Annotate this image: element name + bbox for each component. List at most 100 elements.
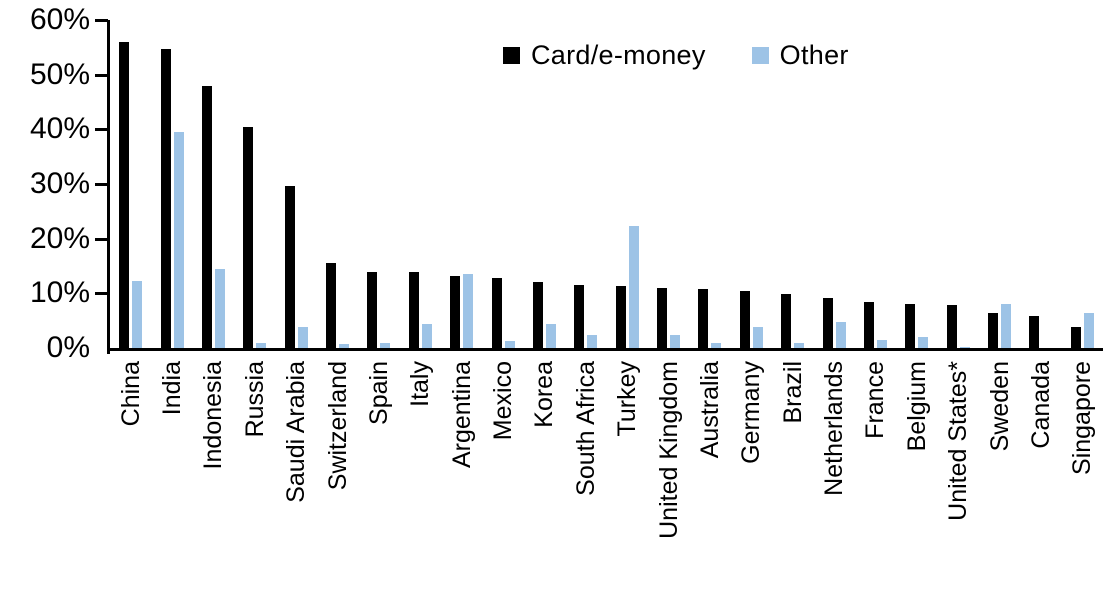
bar-group <box>524 20 565 348</box>
bar-group <box>689 20 730 348</box>
legend-item-card: Card/e-money <box>503 40 706 70</box>
card-bar <box>739 290 750 348</box>
y-tick-label: 0% <box>46 331 90 364</box>
y-tick-label: 20% <box>29 221 90 255</box>
x-category-label: Canada <box>1026 361 1055 449</box>
bar-group <box>193 20 234 348</box>
other-bar <box>587 334 598 348</box>
x-category-label: Germany <box>737 361 766 464</box>
card-bar <box>698 289 709 348</box>
card-bar <box>863 301 874 348</box>
x-category-label: Italy <box>406 361 435 407</box>
card-bar <box>243 127 254 348</box>
x-category-label: Australia <box>695 361 724 459</box>
other-bar <box>421 323 432 348</box>
other-bar <box>918 337 929 348</box>
bar-group <box>400 20 441 348</box>
other-bar <box>339 343 350 348</box>
other-bar <box>214 269 225 348</box>
card-bar <box>946 305 957 348</box>
card-bar <box>905 303 916 348</box>
card-bar <box>491 278 502 348</box>
card-bar <box>450 275 461 348</box>
x-category-label: United States* <box>944 361 973 521</box>
x-category-label: Switzerland <box>323 361 352 491</box>
bar-group <box>979 20 1020 348</box>
y-tick-mark <box>95 19 108 22</box>
x-category-label: Singapore <box>1068 361 1097 475</box>
x-category-label: Indonesia <box>199 361 228 470</box>
y-axis <box>107 20 110 354</box>
card-bar <box>408 272 419 348</box>
x-category-label: China <box>116 361 145 427</box>
legend: Card/e-money Other <box>503 40 849 70</box>
x-category-label: India <box>158 361 187 416</box>
other-bar <box>545 323 556 348</box>
card-bar <box>615 285 626 348</box>
bar-group <box>317 20 358 348</box>
card-bar <box>657 287 668 348</box>
x-category-label: France <box>861 361 890 439</box>
card-bar <box>822 298 833 348</box>
other-bar <box>752 327 763 348</box>
y-tick-label: 10% <box>29 276 90 310</box>
card-bar <box>574 284 585 348</box>
card-bar <box>201 85 212 348</box>
x-category-label: Saudi Arabia <box>282 361 311 503</box>
card-bar <box>781 293 792 348</box>
bar-group <box>1020 20 1061 348</box>
legend-swatch-other-icon <box>751 46 769 64</box>
card-bar <box>367 271 378 348</box>
y-tick-label: 40% <box>29 112 90 146</box>
other-bar <box>628 226 639 348</box>
x-category-label: Mexico <box>489 361 518 441</box>
x-category-label: Russia <box>240 361 269 438</box>
other-bar <box>1083 312 1094 348</box>
card-bar <box>1029 316 1040 348</box>
other-bar <box>959 346 970 348</box>
bar-group <box>813 20 854 348</box>
legend-label-other: Other <box>779 40 849 70</box>
other-bar <box>463 273 474 348</box>
other-bar <box>132 281 143 348</box>
bar-group <box>565 20 606 348</box>
card-bar <box>119 41 130 348</box>
y-tick-label: 60% <box>29 3 90 36</box>
y-tick-label: 30% <box>29 167 90 200</box>
bar-group <box>607 20 648 348</box>
card-bar <box>326 263 337 348</box>
other-bar <box>670 334 681 348</box>
bar-group <box>896 20 937 348</box>
other-bar <box>835 321 846 348</box>
bar-group <box>358 20 399 348</box>
bar-group <box>276 20 317 348</box>
other-bar <box>297 327 308 348</box>
bar-group <box>1062 20 1103 348</box>
x-category-label: Sweden <box>985 361 1014 452</box>
bar-group <box>938 20 979 348</box>
x-category-label: Belgium <box>902 361 931 452</box>
y-tick-mark <box>95 183 108 186</box>
other-bar <box>173 131 184 348</box>
card-bar <box>284 186 295 348</box>
card-bar <box>532 281 543 348</box>
other-bar <box>380 342 391 348</box>
bar-group <box>441 20 482 348</box>
bar-group <box>772 20 813 348</box>
y-tick-mark <box>95 73 108 77</box>
x-category-label: Argentina <box>447 361 476 469</box>
x-category-label: Spain <box>364 361 393 425</box>
y-tick-label: 50% <box>29 57 90 91</box>
x-category-label: Brazil <box>778 361 807 424</box>
bar-group <box>855 20 896 348</box>
bar-group <box>110 20 151 348</box>
x-category-label: Turkey <box>613 361 642 437</box>
y-tick-mark <box>95 237 108 241</box>
x-category-label: Netherlands <box>820 361 849 496</box>
other-bar <box>711 343 722 348</box>
legend-item-other: Other <box>751 40 849 70</box>
other-bar <box>876 339 887 348</box>
y-tick-mark <box>95 128 108 132</box>
x-category-label: South Africa <box>571 361 600 496</box>
